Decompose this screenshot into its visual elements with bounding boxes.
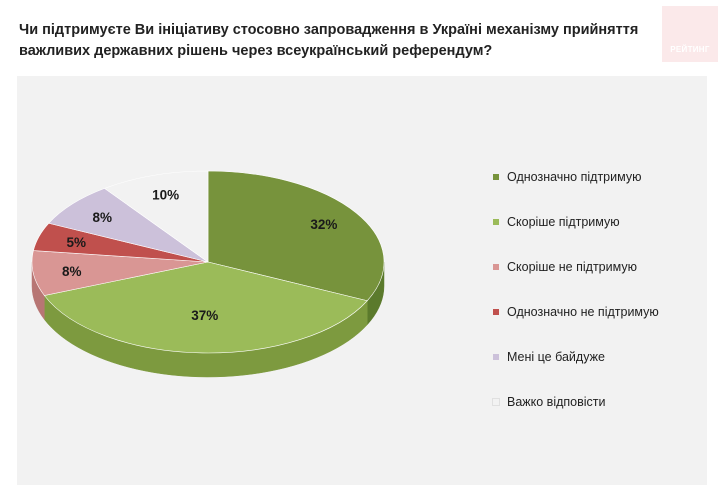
pie-label-скоріше-підтримую: 37% bbox=[191, 308, 218, 323]
pie-label-скоріше-не-підтримую: 8% bbox=[62, 264, 82, 279]
legend-label-мені-це-байдуже: Мені це байдуже bbox=[507, 349, 605, 364]
legend-item-важко-відповісти: Важко відповісти bbox=[492, 379, 659, 424]
rating-logo: РЕЙТИНГ bbox=[662, 6, 718, 62]
legend-swatch-однозначно-підтримую bbox=[493, 173, 499, 180]
legend-swatch-важко-відповісти bbox=[492, 397, 500, 406]
pie-slices bbox=[31, 170, 385, 354]
legend-label-однозначно-не-підтримую: Однозначно не підтримую bbox=[507, 304, 659, 319]
legend-item-скоріше-не-підтримую: Скоріше не підтримую bbox=[493, 244, 659, 289]
pie-slice-мені-це-байдуже bbox=[48, 188, 209, 263]
pie-slice-важко-відповісти bbox=[103, 170, 209, 263]
legend-swatch-скоріше-підтримую bbox=[493, 218, 499, 225]
chart-legend: Однозначно підтримую Скоріше підтримую Ско… bbox=[492, 154, 659, 424]
pie-slice-скоріше-не-підтримую bbox=[31, 250, 209, 296]
pie-label-однозначно-підтримую: 32% bbox=[310, 217, 337, 232]
legend-item-однозначно-не-підтримую: Однозначно не підтримую bbox=[493, 289, 659, 334]
pie-label-мені-це-байдуже: 8% bbox=[92, 210, 112, 225]
pie-label-однозначно-не-підтримую: 5% bbox=[66, 235, 86, 250]
legend-swatch-скоріше-не-підтримую bbox=[493, 263, 499, 270]
pie-labels: 32% 37% 8% 5% 8% 10% bbox=[62, 188, 337, 323]
rating-logo-text: РЕЙТИНГ bbox=[670, 45, 710, 54]
legend-item-однозначно-підтримую: Однозначно підтримую bbox=[493, 154, 659, 199]
pie-slice-скоріше-підтримую bbox=[43, 261, 368, 354]
legend-label-скоріше-не-підтримую: Скоріше не підтримую bbox=[507, 259, 637, 274]
legend-label-однозначно-підтримую: Однозначно підтримую bbox=[507, 169, 642, 184]
legend-item-скоріше-підтримую: Скоріше підтримую bbox=[493, 199, 659, 244]
chart-title: Чи підтримуєте Ви ініціативу стосовно за… bbox=[19, 22, 639, 59]
legend-item-мені-це-байдуже: Мені це байдуже bbox=[493, 334, 659, 379]
legend-swatch-однозначно-не-підтримую bbox=[493, 308, 499, 315]
pie-slice-однозначно-підтримую bbox=[207, 170, 385, 302]
legend-swatch-мені-це-байдуже bbox=[493, 353, 499, 360]
legend-label-важко-відповісти: Важко відповісти bbox=[507, 394, 606, 409]
pie-label-важко-відповісти: 10% bbox=[152, 188, 179, 203]
legend-label-скоріше-підтримую: Скоріше підтримую bbox=[507, 214, 620, 229]
